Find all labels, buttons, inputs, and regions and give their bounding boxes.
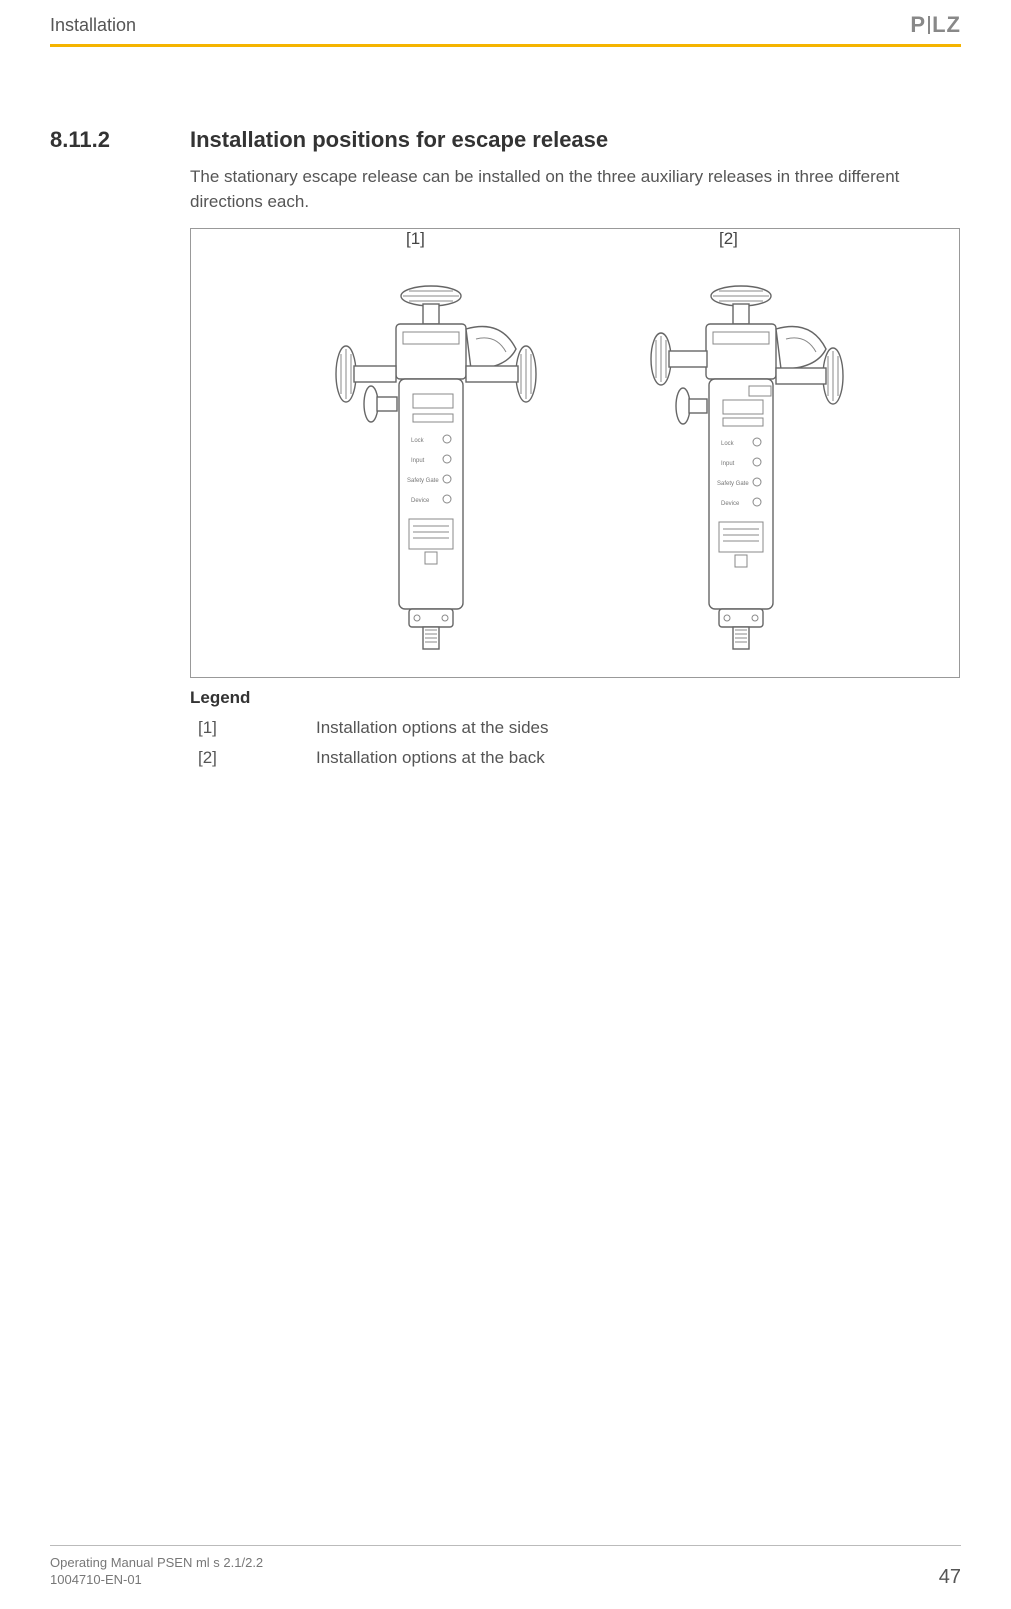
- legend-heading: Legend: [190, 688, 961, 708]
- footer-row: Operating Manual PSEN ml s 2.1/2.2 10047…: [50, 1554, 961, 1589]
- section-title: Installation positions for escape releas…: [190, 127, 608, 153]
- svg-text:Lock: Lock: [721, 441, 735, 447]
- footer-page-number: 47: [939, 1566, 961, 1589]
- figure-label-1: [1]: [406, 229, 425, 249]
- footer-rule: [50, 1545, 961, 1546]
- svg-text:Input: Input: [721, 461, 735, 467]
- section-body-text: The stationary escape release can be ins…: [190, 165, 960, 214]
- svg-text:Input: Input: [411, 458, 425, 464]
- content-area: 8.11.2 Installation positions for escape…: [50, 127, 961, 768]
- legend-row: [1] Installation options at the sides: [198, 718, 961, 738]
- figure-label-2: [2]: [719, 229, 738, 249]
- section-heading-row: 8.11.2 Installation positions for escape…: [50, 127, 961, 153]
- brand-logo: PLZ: [910, 12, 961, 38]
- footer-line-1: Operating Manual PSEN ml s 2.1/2.2: [50, 1554, 263, 1572]
- header-chapter-title: Installation: [50, 15, 136, 36]
- legend-row: [2] Installation options at the back: [198, 748, 961, 768]
- svg-text:Safety Gate: Safety Gate: [407, 478, 439, 484]
- device-illustration-icon: Lock Input Safety Gate Device: [291, 274, 571, 654]
- header-rule: [50, 44, 961, 47]
- footer-line-2: 1004710-EN-01: [50, 1571, 263, 1589]
- svg-text:Device: Device: [721, 501, 740, 507]
- svg-text:Device: Device: [411, 498, 430, 504]
- legend-key: [1]: [198, 718, 316, 738]
- page-header: Installation PLZ: [50, 0, 961, 40]
- logo-letter-p: P: [910, 12, 926, 38]
- page: Installation PLZ 8.11.2 Installation pos…: [0, 0, 1011, 1609]
- figure-device-1: Lock Input Safety Gate Device: [291, 274, 571, 654]
- figure-container: [1] [2]: [190, 228, 960, 678]
- svg-text:Lock: Lock: [411, 438, 425, 444]
- section-number: 8.11.2: [50, 127, 190, 153]
- footer-doc-info: Operating Manual PSEN ml s 2.1/2.2 10047…: [50, 1554, 263, 1589]
- logo-divider-icon: [928, 16, 930, 34]
- device-illustration-icon: Lock Input Safety Gate Device: [601, 274, 881, 654]
- logo-letters-lz: LZ: [932, 12, 961, 38]
- figure-device-2: Lock Input Safety Gate Device: [601, 274, 881, 654]
- page-footer: Operating Manual PSEN ml s 2.1/2.2 10047…: [50, 1545, 961, 1589]
- legend-text: Installation options at the back: [316, 748, 545, 768]
- legend-text: Installation options at the sides: [316, 718, 548, 738]
- legend-key: [2]: [198, 748, 316, 768]
- svg-text:Safety Gate: Safety Gate: [717, 481, 749, 487]
